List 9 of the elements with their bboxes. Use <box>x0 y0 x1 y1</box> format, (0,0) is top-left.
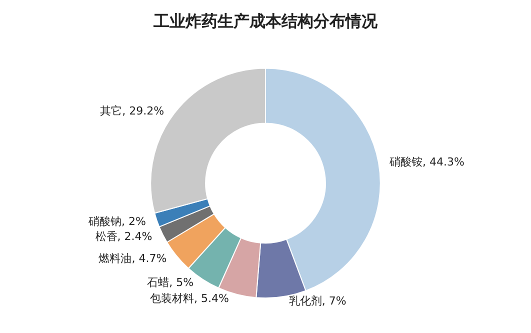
slice-label: 硝酸钠, 2% <box>87 214 146 228</box>
slice-label: 其它, 29.2% <box>100 104 164 118</box>
slice-label: 石蜡, 5% <box>147 276 194 290</box>
slice-label: 松香, 2.4% <box>95 230 152 243</box>
slice-label: 硝酸铵, 44.3% <box>388 155 464 168</box>
slice-label: 乳化剂, 7% <box>288 294 346 308</box>
chart-title: 工业炸药生产成本结构分布情况 <box>152 12 378 30</box>
slice-label: 燃料油, 4.7% <box>98 252 167 266</box>
slice-label: 包装材料, 5.4% <box>150 292 229 305</box>
